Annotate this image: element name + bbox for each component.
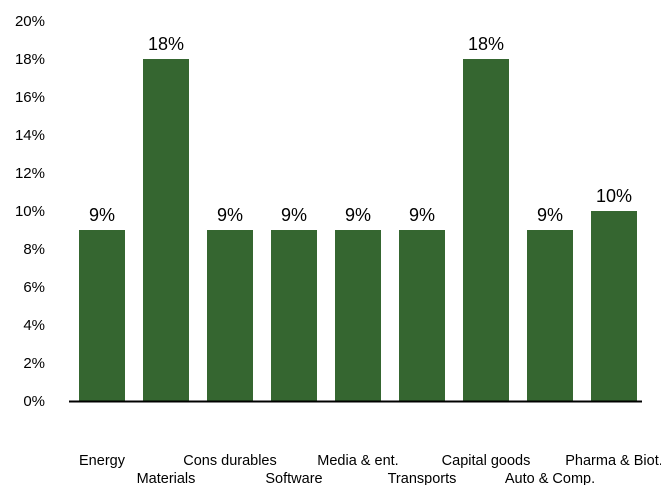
y-tick-label: 14% [15,127,45,144]
data-label: 10% [596,186,632,206]
data-label: 9% [537,205,563,225]
x-tick-label: Transports [388,471,457,485]
y-tick-label: 12% [15,165,45,182]
data-label: 18% [468,34,504,54]
bar [591,211,637,401]
y-tick-label: 4% [23,317,45,334]
bar [335,230,381,401]
y-axis-ticks: 0% 2% 4% 6% 8% 10% 12% 14% 16% 18% 20% [15,13,45,410]
x-tick-label: Capital goods [442,453,531,469]
bar [399,230,445,401]
x-tick-label: Materials [137,471,196,485]
x-axis-labels: Energy Materials Cons durables Software Medi… [79,453,661,485]
y-tick-label: 18% [15,51,45,68]
x-tick-label: Energy [79,453,126,469]
bar [463,59,509,401]
x-tick-label: Pharma & Biot. [565,453,661,469]
bar [207,230,253,401]
bar [143,59,189,401]
bars [79,59,637,401]
bar [79,230,125,401]
y-tick-label: 8% [23,241,45,258]
x-tick-label: Software [265,471,322,485]
data-label: 9% [345,205,371,225]
x-tick-label: Media & ent. [317,453,398,469]
y-tick-label: 0% [23,393,45,410]
y-tick-label: 2% [23,355,45,372]
data-label: 9% [217,205,243,225]
x-tick-label: Cons durables [183,453,277,469]
bar [527,230,573,401]
x-tick-label: Auto & Comp. [505,471,595,485]
y-tick-label: 10% [15,203,45,220]
data-label: 9% [281,205,307,225]
data-label: 9% [409,205,435,225]
y-tick-label: 6% [23,279,45,296]
bar [271,230,317,401]
data-labels: 9% 18% 9% 9% 9% 9% 18% 9% 10% [89,34,632,225]
y-tick-label: 20% [15,13,45,30]
data-label: 18% [148,34,184,54]
data-label: 9% [89,205,115,225]
y-tick-label: 16% [15,89,45,106]
